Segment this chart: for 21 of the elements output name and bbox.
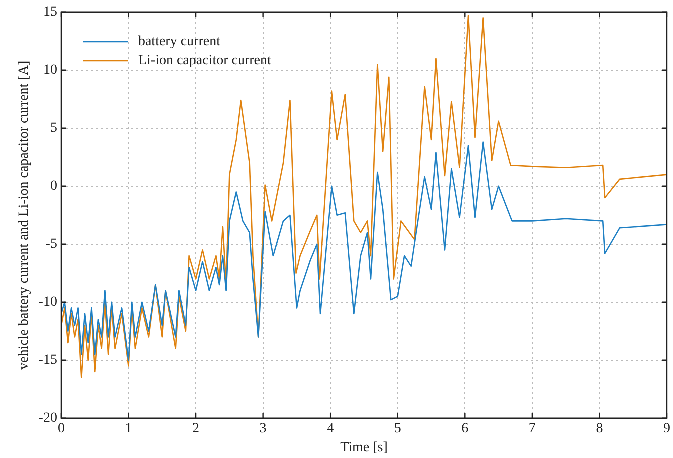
legend-label: battery current [138,34,221,50]
y-tick-label: -10 [38,295,58,310]
x-tick-label: 2 [192,421,200,436]
y-tick-label: -20 [38,411,58,426]
x-tick-label: 7 [528,421,536,436]
y-tick-label: 15 [43,5,58,20]
y-tick-label: 0 [50,179,58,194]
x-tick-label: 3 [260,421,267,436]
y-tick-label: -15 [38,353,58,368]
legend-label: Li-ion capacitor current [138,54,272,69]
y-tick-label: -5 [46,237,58,252]
x-tick-label: 1 [125,421,132,436]
y-axis-title: vehicle battery current and Li-ion capacitor current [A] [17,60,32,370]
y-tick-label: 10 [43,63,58,78]
x-tick-label: 8 [596,421,604,436]
x-tick-label: 6 [462,421,469,436]
x-tick-label: 4 [327,421,334,436]
x-tick-label: 5 [394,421,402,436]
y-tick-label: 5 [50,121,58,136]
x-tick-label: 9 [664,421,670,436]
x-axis-title: Time [s] [340,440,388,456]
